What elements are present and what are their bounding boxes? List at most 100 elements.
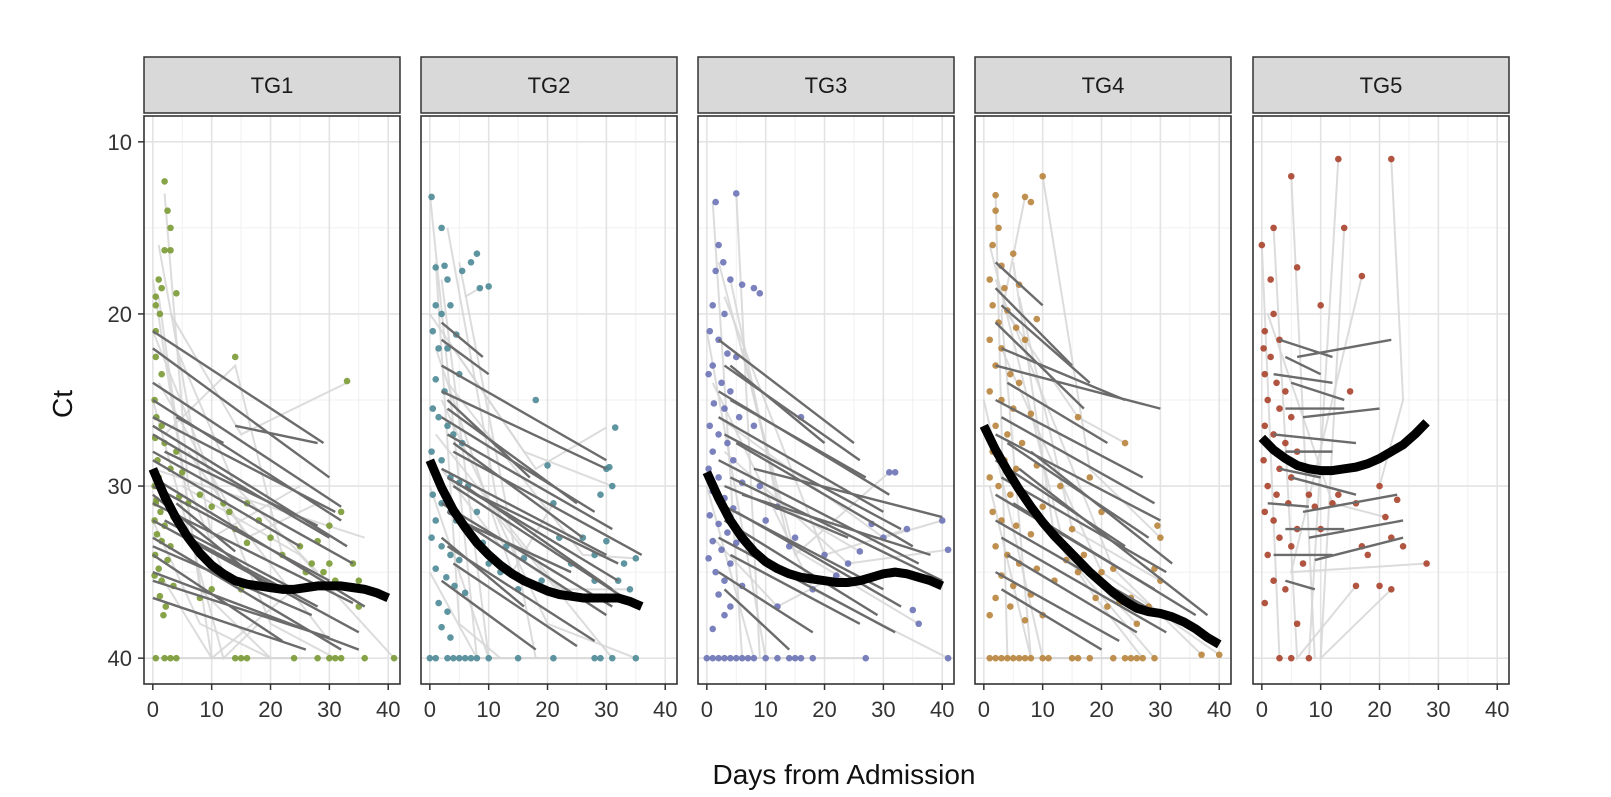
- data-point: [632, 654, 640, 662]
- fitted-line: [164, 450, 319, 527]
- x-tick-label: 20: [812, 697, 836, 722]
- data-point: [1287, 543, 1295, 550]
- fitted-line: [1290, 476, 1357, 496]
- raw-trajectory: [452, 347, 613, 487]
- data-point: [326, 654, 333, 662]
- smooth-curve: [702, 470, 945, 591]
- data-point: [455, 654, 463, 662]
- data-point: [1264, 396, 1272, 404]
- data-point: [715, 431, 722, 438]
- panel-border: [420, 115, 678, 685]
- data-point: [706, 422, 714, 430]
- x-tick-label: 40: [376, 697, 400, 722]
- fitted-line: [1273, 372, 1333, 384]
- data-point: [721, 611, 728, 619]
- x-tick-label: 10: [1030, 697, 1054, 722]
- data-point: [435, 345, 442, 352]
- fitted-line: [753, 467, 943, 519]
- data-point: [1068, 654, 1076, 662]
- data-point: [1270, 517, 1277, 524]
- data-point: [744, 654, 752, 662]
- data-layer: [425, 193, 644, 662]
- x-tick-label: 40: [1207, 697, 1231, 722]
- data-point: [1009, 654, 1017, 662]
- data-point: [1346, 388, 1354, 395]
- data-point: [538, 577, 545, 585]
- data-point: [428, 448, 435, 455]
- x-tick-label: 30: [1148, 697, 1172, 722]
- data-point: [750, 284, 758, 292]
- data-point: [473, 654, 481, 662]
- data-point: [355, 577, 363, 585]
- data-point: [709, 537, 717, 545]
- data-point: [290, 654, 298, 662]
- data-point: [732, 654, 740, 662]
- x-axis-title: Days from Admission: [713, 759, 976, 790]
- data-point: [173, 654, 180, 662]
- data-point: [1004, 431, 1011, 438]
- strip-background: [1252, 56, 1510, 114]
- data-point: [429, 327, 437, 335]
- data-point: [158, 370, 165, 378]
- data-point: [992, 207, 999, 214]
- data-point: [785, 654, 793, 662]
- fitted-line: [152, 424, 348, 548]
- fitted-line: [152, 416, 336, 513]
- data-point: [712, 267, 719, 275]
- data-point: [444, 422, 451, 430]
- data-point: [611, 424, 619, 431]
- data-point: [989, 241, 996, 249]
- fitted-line: [458, 519, 572, 574]
- data-point: [944, 546, 952, 554]
- data-point: [732, 539, 740, 547]
- data-point: [337, 654, 345, 662]
- data-point: [473, 250, 481, 257]
- data-point: [161, 178, 168, 185]
- fitted-line: [1000, 588, 1103, 651]
- data-point: [1151, 654, 1158, 662]
- data-point: [1027, 530, 1035, 538]
- data-point: [1009, 250, 1017, 257]
- data-point: [426, 654, 434, 662]
- fitted-line: [1290, 381, 1345, 402]
- fitted-line: [994, 519, 1161, 617]
- data-point: [208, 503, 215, 511]
- data-point: [1261, 422, 1269, 430]
- data-point: [158, 422, 165, 430]
- y-tick-label: 30: [108, 474, 132, 499]
- fitted-line: [735, 441, 914, 548]
- data-point: [709, 654, 717, 662]
- raw-trajectory: [169, 313, 348, 436]
- data-point: [178, 468, 186, 476]
- data-point: [1004, 654, 1011, 662]
- data-point: [1007, 491, 1014, 498]
- data-point: [727, 560, 734, 567]
- data-point: [432, 376, 440, 383]
- data-point: [724, 529, 731, 536]
- data-point: [986, 276, 994, 283]
- data-point: [152, 293, 160, 301]
- fitted-line: [152, 459, 301, 548]
- data-point: [1258, 241, 1266, 249]
- fitted-line: [152, 381, 342, 508]
- data-point: [432, 654, 440, 662]
- fitted-line: [1314, 536, 1404, 562]
- data-point: [785, 543, 793, 550]
- data-point: [1387, 586, 1395, 593]
- facet-tg5: TG5 0 10 20 30 40: [1252, 56, 1510, 722]
- data-point: [608, 654, 616, 662]
- x-tick-label: 30: [871, 697, 895, 722]
- data-point: [455, 556, 463, 564]
- data-point: [1121, 439, 1129, 447]
- data-point: [447, 634, 454, 641]
- raw-trajectory: [1289, 275, 1427, 574]
- data-point: [730, 456, 737, 464]
- data-point: [791, 534, 799, 541]
- fitted-line: [1302, 493, 1398, 514]
- data-point: [196, 491, 204, 498]
- data-point: [1027, 198, 1035, 206]
- data-point: [989, 302, 996, 309]
- data-point: [476, 284, 484, 292]
- data-point: [158, 284, 165, 292]
- data-point: [243, 654, 251, 662]
